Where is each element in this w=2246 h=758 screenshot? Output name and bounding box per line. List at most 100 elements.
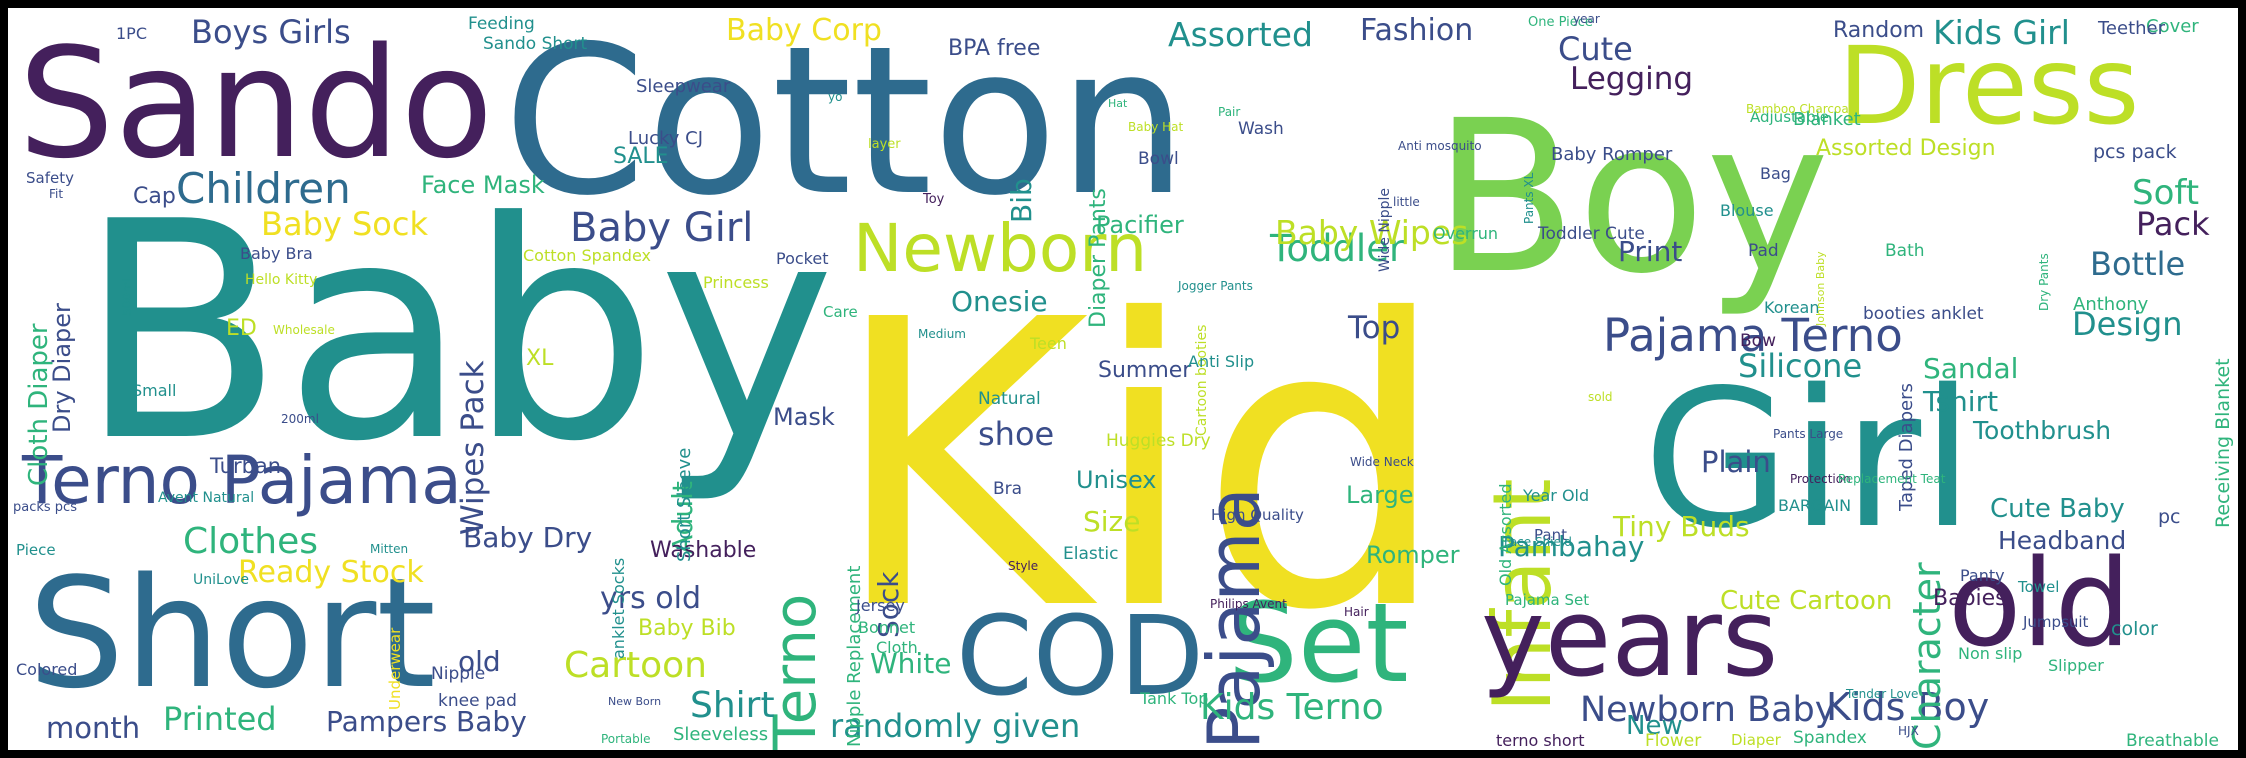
word-blanket: Blanket bbox=[1793, 109, 1861, 130]
word-taped-diapers: Taped Diapers bbox=[1896, 383, 1917, 511]
word-fashion: Fashion bbox=[1360, 13, 1474, 48]
word-toothbrush: Toothbrush bbox=[1973, 416, 2112, 445]
word-kid: Kid bbox=[830, 237, 1450, 697]
word-pampers-baby: Pampers Baby bbox=[326, 705, 527, 738]
word-philips-avent: Philips Avent bbox=[1210, 597, 1287, 611]
word-pajama-set: Pajama Set bbox=[1505, 591, 1590, 609]
word-assorted: Assorted bbox=[1168, 15, 1313, 54]
word-elastic: Elastic bbox=[1063, 544, 1119, 564]
word-slipper: Slipper bbox=[2048, 656, 2104, 675]
word-cover: Cover bbox=[2146, 16, 2199, 37]
word-wide-neck: Wide Neck bbox=[1350, 455, 1414, 469]
word-blouse: Blouse bbox=[1720, 201, 1774, 220]
word-cartoon-booties: Cartoon booties bbox=[1194, 324, 1210, 436]
word-small: Small bbox=[132, 381, 177, 400]
word-receiving-blanket: Receiving Blanket bbox=[2212, 358, 2234, 528]
word-pajama-terno: Pajama Terno bbox=[1603, 309, 1903, 362]
word-baby-hat: Baby Hat bbox=[1128, 120, 1184, 134]
word-jumpsuit: Jumpsuit bbox=[2023, 613, 2089, 631]
word-style: Style bbox=[1008, 559, 1039, 573]
word-sando-short: Sando Short bbox=[483, 34, 588, 54]
word-unilove: UniLove bbox=[193, 572, 250, 588]
word-anthony: Anthony bbox=[2073, 294, 2149, 315]
word-dry-pants: Dry Pants bbox=[2037, 253, 2051, 311]
word-pack: Pack bbox=[2136, 205, 2210, 243]
word-ready-stock: Ready Stock bbox=[238, 555, 424, 590]
word-medium: Medium bbox=[918, 327, 966, 341]
word-random: Random bbox=[1833, 18, 1925, 43]
word-nipple-replacement: Nipple Replacement bbox=[844, 565, 865, 747]
word-safety: Safety bbox=[26, 169, 74, 187]
word-princess: Princess bbox=[703, 273, 769, 292]
word-onesie: Onesie bbox=[951, 285, 1048, 318]
word-bow: Bow bbox=[1740, 331, 1776, 351]
word-1pc: 1PC bbox=[116, 24, 147, 43]
word-diaper: Diaper bbox=[1731, 731, 1781, 749]
word-spandex: Spandex bbox=[1793, 728, 1867, 748]
word-anklet-socks: anklet Socks bbox=[609, 557, 628, 659]
word-terno: Terno bbox=[761, 593, 829, 750]
word-sleepwear: Sleepwear bbox=[636, 76, 731, 97]
word-natural: Natural bbox=[978, 389, 1041, 409]
word-bra: Bra bbox=[993, 479, 1023, 499]
word-pants-large: Pants Large bbox=[1773, 427, 1844, 441]
word-fit: Fit bbox=[49, 187, 64, 201]
word-bamboo-charcoal: Bamboo Charcoal bbox=[1746, 102, 1853, 116]
word-bpa-free: BPA free bbox=[948, 36, 1041, 61]
word-tank-top: Tank Top bbox=[1140, 689, 1209, 708]
word-bib: Bib bbox=[1005, 178, 1038, 223]
word-design: Design bbox=[2072, 305, 2183, 343]
word-baby: Baby bbox=[78, 158, 836, 507]
word-legging: Legging bbox=[1570, 61, 1694, 97]
word-200ml: 200ml bbox=[281, 412, 319, 426]
word-replacement-teat: Replacement Teat bbox=[1838, 472, 1946, 486]
word-wipes-pack: Wipes Pack bbox=[455, 360, 491, 535]
word-nipple: Nipple bbox=[431, 664, 486, 684]
word-large: Large bbox=[1346, 481, 1414, 509]
word-underwear: Underwear bbox=[386, 627, 404, 710]
word-cap: Cap bbox=[133, 184, 176, 209]
word-portable: Portable bbox=[601, 732, 651, 746]
word-bowl: Bowl bbox=[1138, 149, 1179, 169]
word-cotton-spandex: Cotton Spandex bbox=[523, 246, 651, 265]
word-month: month bbox=[46, 711, 141, 745]
word-pair: Pair bbox=[1218, 105, 1241, 119]
word-short-sleeve: Short Sleeve bbox=[674, 447, 695, 562]
word-turban: Turban bbox=[210, 454, 282, 478]
word-baby-wipes: Baby Wipes bbox=[1275, 213, 1469, 252]
word-cartoon: Cartoon bbox=[564, 645, 707, 686]
word-old: old bbox=[458, 645, 501, 678]
word-layer: layer bbox=[868, 137, 901, 152]
word-anti-mosquito: Anti mosquito bbox=[1398, 139, 1482, 153]
word-pc: pc bbox=[2158, 506, 2181, 528]
word-johnson-baby: Johnson Baby bbox=[1814, 251, 1827, 326]
word-baby-girl: Baby Girl bbox=[570, 205, 754, 251]
word-knee-pad: knee pad bbox=[438, 691, 517, 711]
word-teen: Teen bbox=[1030, 334, 1067, 353]
word-children: Children bbox=[176, 164, 351, 213]
word-xl: XL bbox=[526, 346, 554, 371]
word-ed: ED bbox=[226, 316, 257, 341]
word-headband: Headband bbox=[1998, 526, 2127, 555]
word-newborn-baby: Newborn Baby bbox=[1580, 690, 1836, 730]
word-500ml: 500ml bbox=[120, 278, 134, 316]
word-tshirt: Tshirt bbox=[1923, 385, 1999, 418]
word-face-mask: Face Mask bbox=[421, 171, 545, 199]
word-protection: Protection bbox=[1790, 472, 1851, 486]
word-shirt: Shirt bbox=[690, 685, 775, 726]
word-lucky-cj: Lucky CJ bbox=[628, 128, 704, 149]
word-hat: Hat bbox=[1108, 97, 1128, 110]
word-top: Top bbox=[1348, 310, 1401, 346]
word-bonnet: Bonnet bbox=[858, 618, 916, 637]
word-kids-terno: Kids Terno bbox=[1200, 687, 1384, 728]
word-jersey: Jersey bbox=[856, 596, 905, 615]
word-hair: Hair bbox=[1344, 605, 1369, 619]
word-clothes: Clothes bbox=[183, 521, 318, 562]
word-plain: Plain bbox=[1701, 445, 1771, 479]
word-piece: Piece bbox=[16, 541, 56, 559]
word-feeding: Feeding bbox=[468, 14, 535, 34]
word-size: Size bbox=[1083, 505, 1141, 538]
word-bath: Bath bbox=[1885, 241, 1925, 261]
word-packs-pcs: packs pcs bbox=[13, 500, 77, 515]
word-terno-short: terno short bbox=[1496, 731, 1585, 750]
